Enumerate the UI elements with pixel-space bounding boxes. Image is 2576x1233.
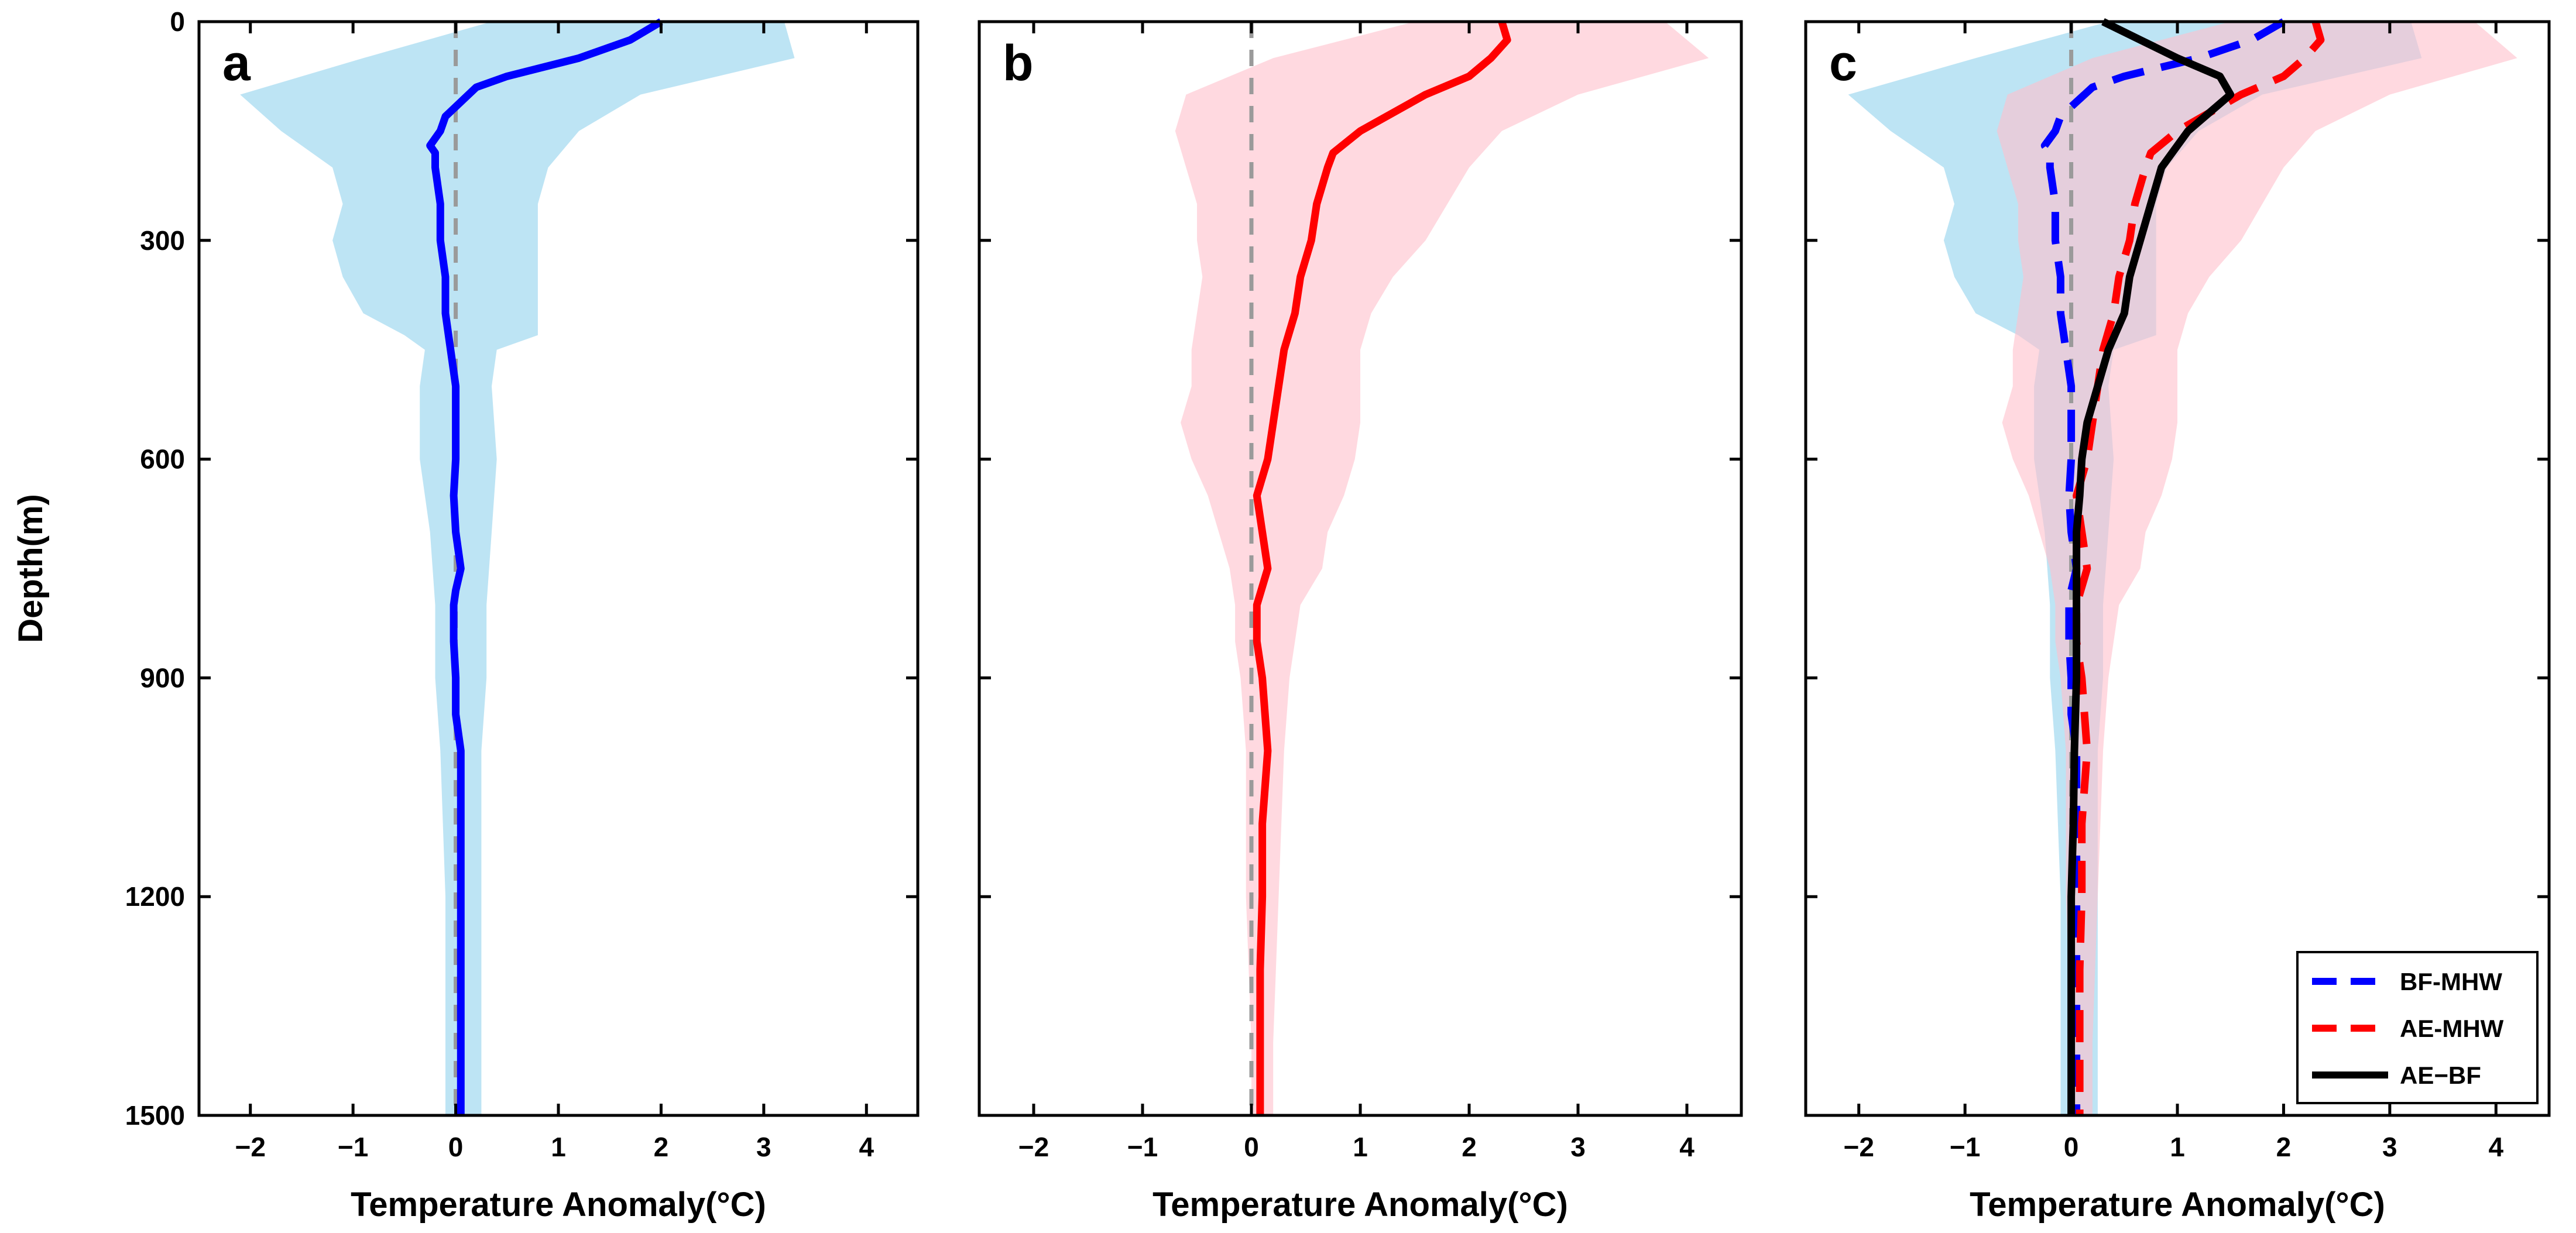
y-tick-label: 300 [140,225,185,256]
legend-label: AE−BF [2400,1062,2481,1089]
y-tick-label: 1500 [125,1100,185,1131]
x-axis-title: Temperature Anomaly(°C) [1152,1186,1568,1224]
legend-label: AE-MHW [2400,1015,2504,1042]
x-tick-label: −1 [1127,1132,1158,1162]
x-tick-label: 0 [448,1132,464,1162]
x-tick-label: 4 [1679,1132,1695,1162]
series-line-bf-mhw [426,18,663,1115]
series-line-ae-mhw [1253,20,1511,1115]
x-tick-label: 3 [1570,1132,1586,1162]
x-tick-label: 1 [551,1132,566,1162]
panel-label: c [1829,35,1857,91]
x-tick-label: 2 [1462,1132,1477,1162]
y-axis-title: Depth(m) [12,494,50,643]
panel-a: −2 −1 0 1 2 3 4 0 300 600 900 1200 1500 Temperature A… [12,6,920,1224]
x-tick-label: −1 [1950,1132,1980,1162]
panel-label: b [1003,35,1034,91]
x-tick-label: 3 [2382,1132,2397,1162]
x-tick-label: 1 [2170,1132,2185,1162]
band-ae-mhw [1175,22,1709,1115]
x-tick-label: 0 [2064,1132,2079,1162]
x-axis-title: Temperature Anomaly(°C) [1970,1186,2385,1224]
y-tick-label: 0 [170,6,185,37]
band-bf-mhw [240,22,795,1115]
y-tick-label: 900 [140,662,185,693]
x-tick-label: 1 [1353,1132,1368,1162]
legend: BF-MHW AE-MHW AE−BF [2296,951,2539,1104]
panel-b: −2 −1 0 1 2 3 4 Temperature Anomaly(°C) b [977,20,1743,1224]
panel-label: a [222,35,251,91]
legend-label: BF-MHW [2400,968,2502,995]
x-tick-label: −1 [338,1132,368,1162]
x-tick-label: 4 [859,1132,874,1162]
panel-c: −2 −1 0 1 2 3 4 Temperature Anomaly(°C) c BF-MHW A… [1804,18,2551,1224]
x-tick-label: −2 [235,1132,265,1162]
band-bf-mhw [1848,22,2422,1115]
series-line-ae-bf [2067,18,2235,1115]
x-axis-title: Temperature Anomaly(°C) [351,1186,766,1224]
x-tick-label: 4 [2488,1132,2503,1162]
x-tick-label: 3 [756,1132,771,1162]
y-tick-label: 1200 [125,881,185,912]
x-tick-label: −2 [1018,1132,1049,1162]
x-tick-label: 2 [2276,1132,2292,1162]
y-tick-label: 600 [140,444,185,475]
x-tick-label: 2 [654,1132,669,1162]
x-tick-label: 0 [1244,1132,1259,1162]
x-tick-label: −2 [1843,1132,1874,1162]
